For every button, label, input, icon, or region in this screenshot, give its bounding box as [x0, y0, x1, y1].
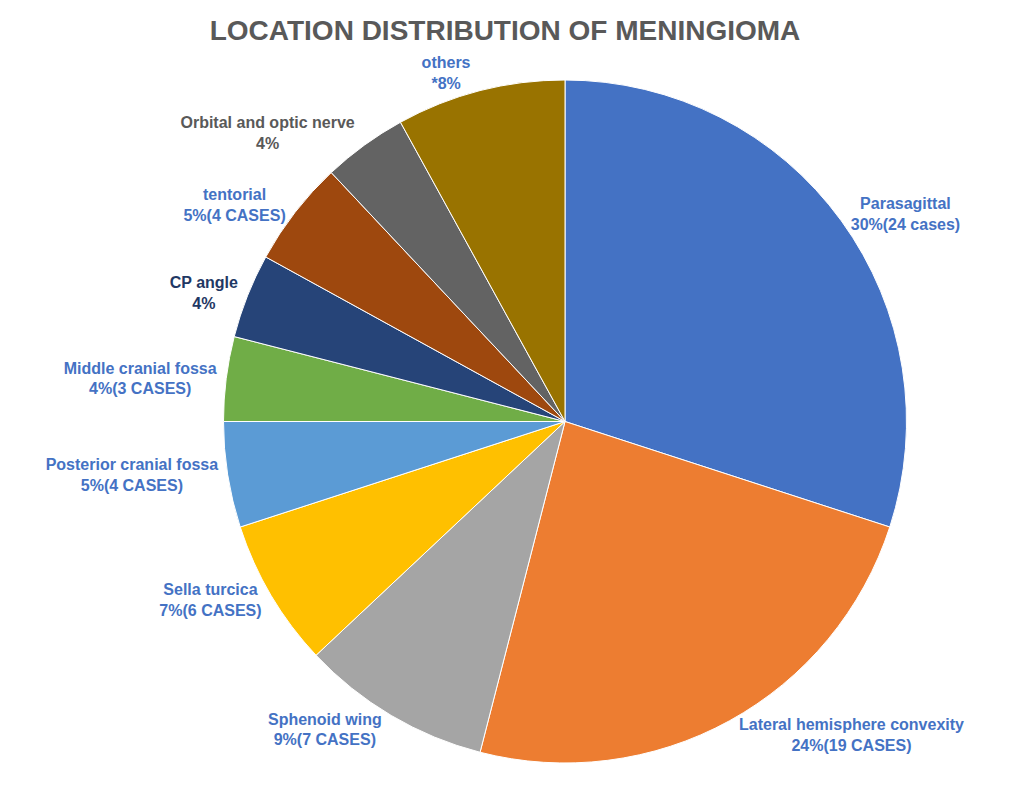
svg-text:CP angle4%: CP angle4% — [170, 274, 238, 312]
svg-text:Sella turcica7%(6 CASES): Sella turcica7%(6 CASES) — [159, 581, 261, 619]
svg-text:Sphenoid wing9%(7 CASES): Sphenoid wing9%(7 CASES) — [268, 711, 382, 749]
svg-text:Orbital and optic nerve4%: Orbital and optic nerve4% — [180, 114, 354, 152]
svg-text:Lateral hemisphere convexity24: Lateral hemisphere convexity24%(19 CASES… — [739, 716, 964, 754]
svg-text:LOCATION DISTRIBUTION OF MENIN: LOCATION DISTRIBUTION OF MENINGIOMA — [210, 15, 801, 46]
svg-text:others*8%: others*8% — [422, 54, 471, 92]
svg-text:tentorial5%(4 CASES): tentorial5%(4 CASES) — [183, 186, 285, 224]
svg-text:Parasagittal30%(24 cases): Parasagittal30%(24 cases) — [851, 195, 960, 233]
svg-text:Posterior cranial fossa5%(4 CA: Posterior cranial fossa5%(4 CASES) — [46, 456, 219, 494]
svg-text:Middle cranial fossa4%(3 CASES: Middle cranial fossa4%(3 CASES) — [64, 360, 217, 398]
